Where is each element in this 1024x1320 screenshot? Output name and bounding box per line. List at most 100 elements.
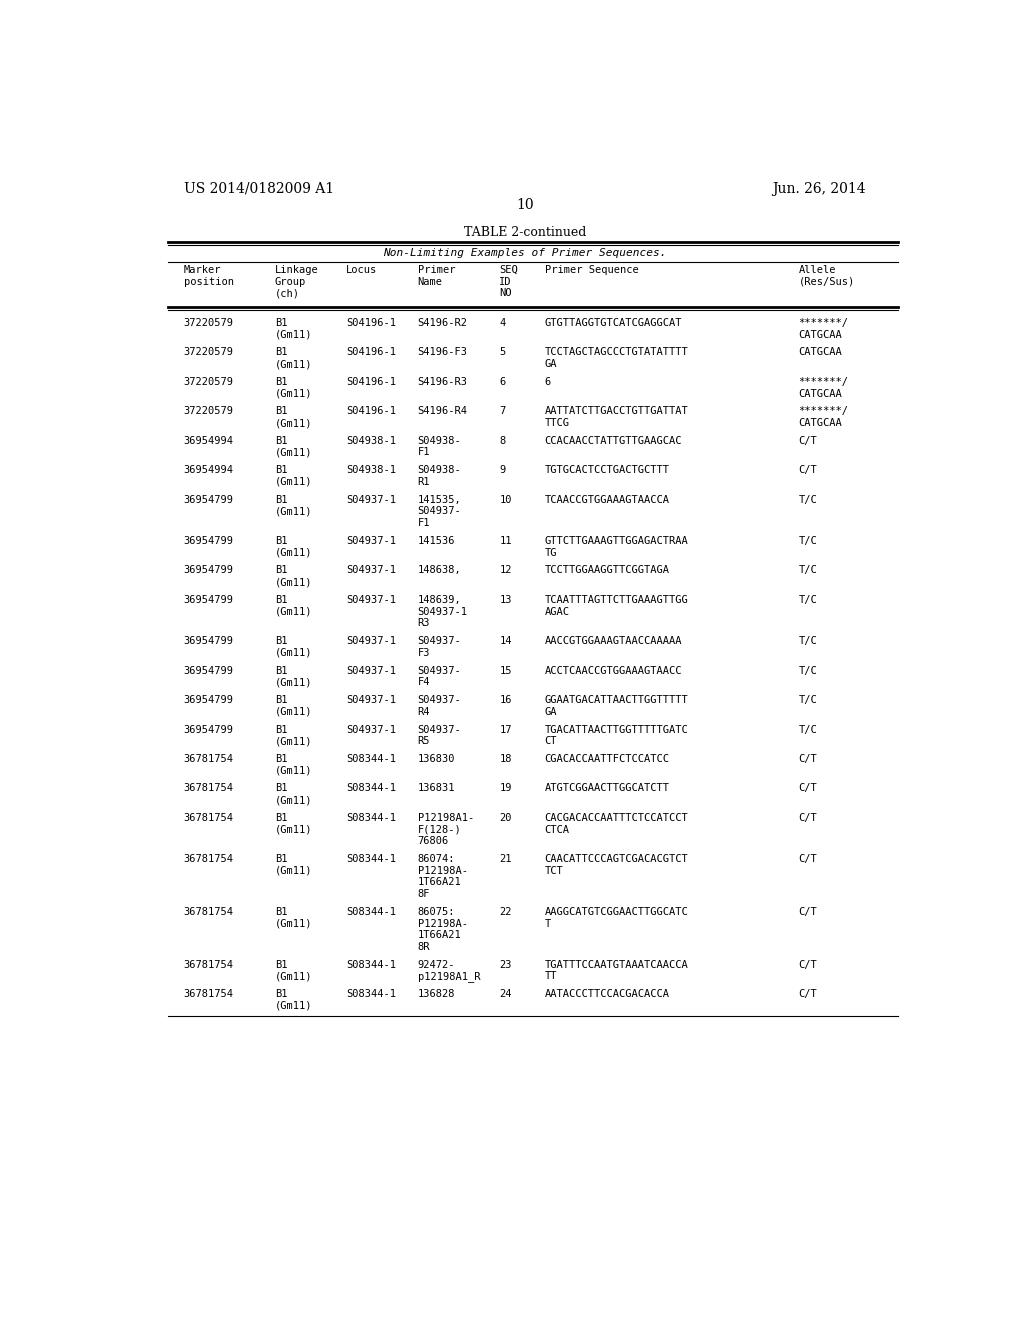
Text: B1
(Gm11): B1 (Gm11) <box>274 907 312 928</box>
Text: S04937-1: S04937-1 <box>346 636 396 645</box>
Text: Jun. 26, 2014: Jun. 26, 2014 <box>772 182 866 195</box>
Text: S04937-1: S04937-1 <box>346 725 396 734</box>
Text: S04937-
F4: S04937- F4 <box>418 665 462 688</box>
Text: 36781754: 36781754 <box>183 989 233 999</box>
Text: 17: 17 <box>500 725 512 734</box>
Text: C/T: C/T <box>799 784 817 793</box>
Text: CATGCAA: CATGCAA <box>799 347 843 358</box>
Text: Locus: Locus <box>346 265 378 275</box>
Text: 37220579: 37220579 <box>183 407 233 416</box>
Text: CCACAACCTATTGTTGAAGCAC: CCACAACCTATTGTTGAAGCAC <box>545 436 682 446</box>
Text: B1
(Gm11): B1 (Gm11) <box>274 407 312 428</box>
Text: S4196-R3: S4196-R3 <box>418 378 468 387</box>
Text: AATACCCTTCCACGACACCA: AATACCCTTCCACGACACCA <box>545 989 670 999</box>
Text: SEQ
ID
NO: SEQ ID NO <box>500 265 518 298</box>
Text: C/T: C/T <box>799 907 817 917</box>
Text: S04938-
R1: S04938- R1 <box>418 466 462 487</box>
Text: TABLE 2-continued: TABLE 2-continued <box>464 227 586 239</box>
Text: 136830: 136830 <box>418 754 455 764</box>
Text: S04196-1: S04196-1 <box>346 318 396 327</box>
Text: AATTATCTTGACCTGTTGATTAT
TTCG: AATTATCTTGACCTGTTGATTAT TTCG <box>545 407 688 428</box>
Text: 148638,: 148638, <box>418 565 462 576</box>
Text: 8: 8 <box>500 436 506 446</box>
Text: TCCTAGCTAGCCCTGTATATTTT
GA: TCCTAGCTAGCCCTGTATATTTT GA <box>545 347 688 370</box>
Text: 141536: 141536 <box>418 536 455 546</box>
Text: C/T: C/T <box>799 960 817 970</box>
Text: 86075:
P12198A-
1T66A21
8R: 86075: P12198A- 1T66A21 8R <box>418 907 468 952</box>
Text: B1
(Gm11): B1 (Gm11) <box>274 784 312 805</box>
Text: 14: 14 <box>500 636 512 645</box>
Text: 5: 5 <box>500 347 506 358</box>
Text: 23: 23 <box>500 960 512 970</box>
Text: S08344-1: S08344-1 <box>346 907 396 917</box>
Text: B1
(Gm11): B1 (Gm11) <box>274 636 312 657</box>
Text: S04937-1: S04937-1 <box>346 665 396 676</box>
Text: 4: 4 <box>500 318 506 327</box>
Text: TCAATTTAGTTCTTGAAAGTTGG
AGAC: TCAATTTAGTTCTTGAAAGTTGG AGAC <box>545 595 688 616</box>
Text: C/T: C/T <box>799 989 817 999</box>
Text: C/T: C/T <box>799 436 817 446</box>
Text: B1
(Gm11): B1 (Gm11) <box>274 536 312 557</box>
Text: S04937-1: S04937-1 <box>346 536 396 546</box>
Text: S04937-1: S04937-1 <box>346 696 396 705</box>
Text: S4196-R4: S4196-R4 <box>418 407 468 416</box>
Text: 92472-
p12198A1_R: 92472- p12198A1_R <box>418 960 480 982</box>
Text: S08344-1: S08344-1 <box>346 754 396 764</box>
Text: B1
(Gm11): B1 (Gm11) <box>274 595 312 616</box>
Text: AACCGTGGAAAGTAACCAAAAA: AACCGTGGAAAGTAACCAAAAA <box>545 636 682 645</box>
Text: B1
(Gm11): B1 (Gm11) <box>274 813 312 834</box>
Text: 13: 13 <box>500 595 512 605</box>
Text: 36954799: 36954799 <box>183 536 233 546</box>
Text: 10: 10 <box>516 198 534 213</box>
Text: S4196-F3: S4196-F3 <box>418 347 468 358</box>
Text: T/C: T/C <box>799 495 817 504</box>
Text: S04937-1: S04937-1 <box>346 495 396 504</box>
Text: 36954799: 36954799 <box>183 495 233 504</box>
Text: CAACATTCCCAGTCGACACGTCT
TCT: CAACATTCCCAGTCGACACGTCT TCT <box>545 854 688 875</box>
Text: P12198A1-
F(128-)
76806: P12198A1- F(128-) 76806 <box>418 813 474 846</box>
Text: T/C: T/C <box>799 725 817 734</box>
Text: US 2014/0182009 A1: US 2014/0182009 A1 <box>183 182 334 195</box>
Text: C/T: C/T <box>799 854 817 865</box>
Text: B1
(Gm11): B1 (Gm11) <box>274 665 312 688</box>
Text: Primer
Name: Primer Name <box>418 265 455 286</box>
Text: Non-Limiting Examples of Primer Sequences.: Non-Limiting Examples of Primer Sequence… <box>383 248 667 257</box>
Text: ATGTCGGAACTTGGCATCTT: ATGTCGGAACTTGGCATCTT <box>545 784 670 793</box>
Text: B1
(Gm11): B1 (Gm11) <box>274 989 312 1011</box>
Text: 36781754: 36781754 <box>183 784 233 793</box>
Text: B1
(Gm11): B1 (Gm11) <box>274 436 312 458</box>
Text: S04937-
R5: S04937- R5 <box>418 725 462 746</box>
Text: T/C: T/C <box>799 565 817 576</box>
Text: Allele
(Res/Sus): Allele (Res/Sus) <box>799 265 855 286</box>
Text: TCAACCGTGGAAAGTAACCA: TCAACCGTGGAAAGTAACCA <box>545 495 670 504</box>
Text: Linkage
Group
(ch): Linkage Group (ch) <box>274 265 318 298</box>
Text: S08344-1: S08344-1 <box>346 813 396 822</box>
Text: C/T: C/T <box>799 813 817 822</box>
Text: 136828: 136828 <box>418 989 455 999</box>
Text: GGAATGACATTAACTTGGTTTTT
GA: GGAATGACATTAACTTGGTTTTT GA <box>545 696 688 717</box>
Text: B1
(Gm11): B1 (Gm11) <box>274 960 312 982</box>
Text: B1
(Gm11): B1 (Gm11) <box>274 854 312 875</box>
Text: B1
(Gm11): B1 (Gm11) <box>274 466 312 487</box>
Text: 36781754: 36781754 <box>183 813 233 822</box>
Text: 12: 12 <box>500 565 512 576</box>
Text: 37220579: 37220579 <box>183 318 233 327</box>
Text: Marker
position: Marker position <box>183 265 233 286</box>
Text: 37220579: 37220579 <box>183 378 233 387</box>
Text: 6: 6 <box>500 378 506 387</box>
Text: 15: 15 <box>500 665 512 676</box>
Text: S04938-1: S04938-1 <box>346 466 396 475</box>
Text: B1
(Gm11): B1 (Gm11) <box>274 725 312 746</box>
Text: 9: 9 <box>500 466 506 475</box>
Text: S04196-1: S04196-1 <box>346 407 396 416</box>
Text: S04937-1: S04937-1 <box>346 595 396 605</box>
Text: CGACACCAATTFCTCCATCC: CGACACCAATTFCTCCATCC <box>545 754 670 764</box>
Text: S08344-1: S08344-1 <box>346 960 396 970</box>
Text: S04937-1: S04937-1 <box>346 565 396 576</box>
Text: GTGTTAGGTGTCATCGAGGCAT: GTGTTAGGTGTCATCGAGGCAT <box>545 318 682 327</box>
Text: 36954799: 36954799 <box>183 565 233 576</box>
Text: 7: 7 <box>500 407 506 416</box>
Text: 19: 19 <box>500 784 512 793</box>
Text: 11: 11 <box>500 536 512 546</box>
Text: 6: 6 <box>545 378 551 387</box>
